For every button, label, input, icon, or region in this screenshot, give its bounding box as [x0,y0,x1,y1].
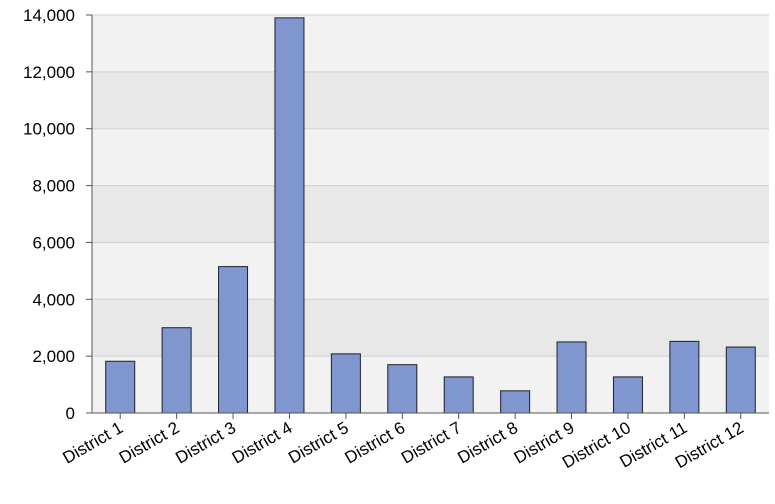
plot-band [92,356,769,413]
y-tick-label: 12,000 [23,63,75,82]
axes [91,15,769,414]
y-tick-label: 10,000 [23,120,75,139]
bar-1 [105,360,136,414]
bar-2 [161,327,192,414]
x-tick-label: District 7 [398,418,465,468]
x-tick-label: District 1 [59,418,126,468]
x-tick-label: District 3 [172,418,239,468]
plot-background [92,15,769,413]
y-tick-label: 8,000 [32,177,75,196]
x-tick-label: District 4 [229,418,296,468]
plot-band [92,242,769,300]
bar-10 [612,376,643,414]
bar-11 [669,340,700,414]
bar-6 [387,364,418,414]
y-tick-label: 0 [66,404,75,423]
bar-8 [500,390,531,414]
bar-5 [330,353,361,414]
plot-band [92,185,769,243]
plot-band [92,71,769,129]
bar-12 [725,346,756,414]
y-axis-ticks: 0 2,000 4,000 6,000 8,000 10,000 12,000 14,000 [23,6,92,423]
x-tick-label: District 5 [285,418,352,468]
bar-3 [218,266,249,414]
bar-9 [556,341,587,414]
bars [105,17,756,414]
x-tick-label: District 8 [454,418,521,468]
bar-4 [274,17,305,414]
gridlines [92,14,769,414]
plot-band [92,299,769,357]
y-tick-label: 6,000 [32,233,75,252]
x-tick-label: District 6 [342,418,409,468]
plot-band [92,128,769,186]
y-tick-label: 14,000 [23,6,75,25]
y-tick-label: 2,000 [32,347,75,366]
bar-7 [443,376,474,414]
y-tick-label: 4,000 [32,290,75,309]
x-tick-label: District 2 [116,418,183,468]
plot-band [92,15,769,72]
